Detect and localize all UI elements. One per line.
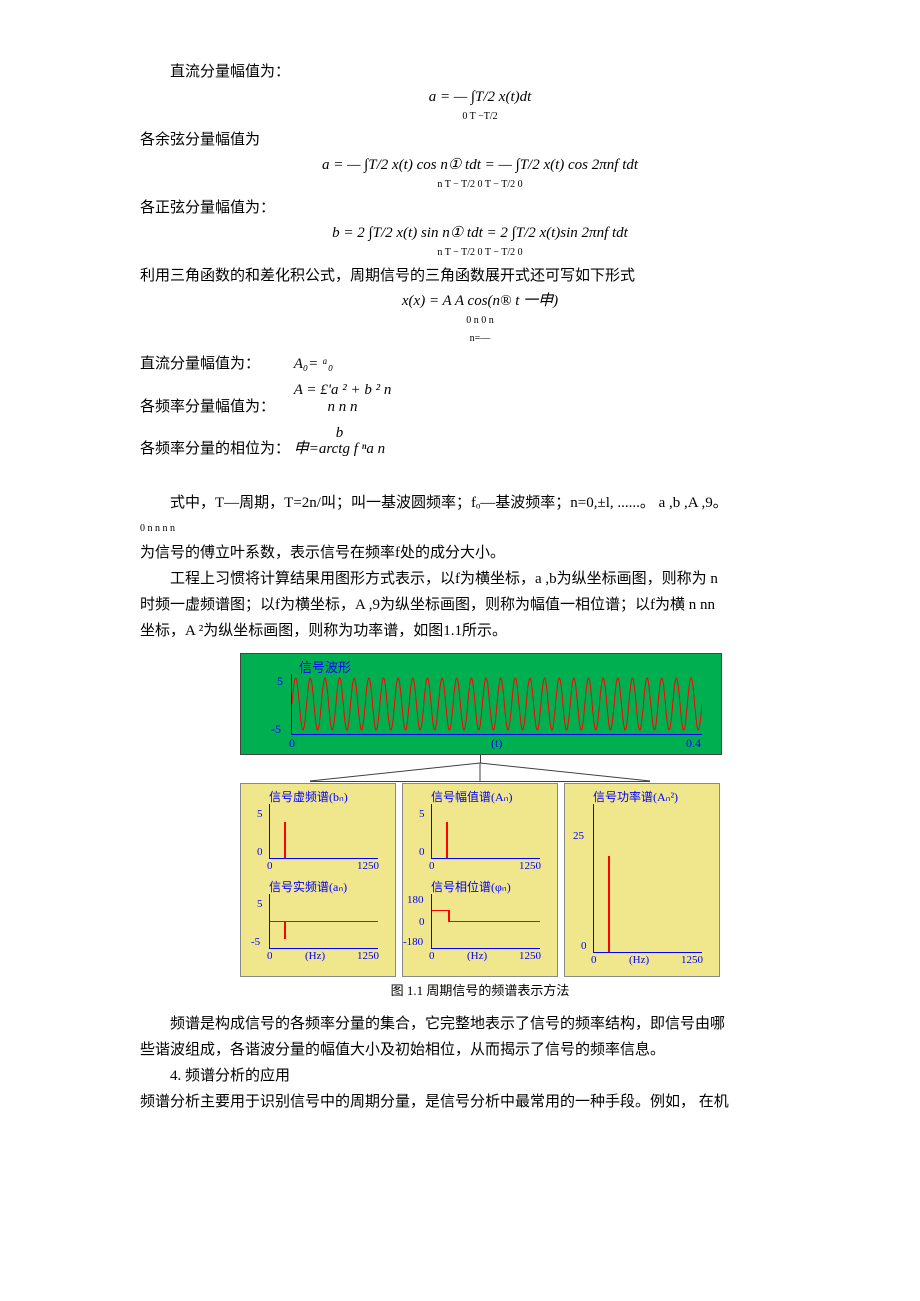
formula-an-line2: n T − T/2 0 T − T/2 0 [437,179,522,190]
text-p1: 直流分量幅值为： [140,60,820,84]
text-p3: 各正弦分量幅值为： [140,196,820,220]
chart-bn-x1: 1250 [357,858,379,876]
text-p10: 频谱是构成信号的各频率分量的集合，它完整地表示了信号的频率结构，即信号由哪 [140,1012,820,1036]
text-p2: 各余弦分量幅值为 [140,128,820,152]
chart-an-x1: 1250 [357,948,379,966]
top-chart-x0: 0 [289,734,295,753]
bottom-panels: 信号虚频谱(bₙ) 5 0 0 1250 信号实频谱(aₙ) 5 -5 0 (H… [240,783,720,977]
label-An: 各频率分量幅值为： [140,395,290,419]
formula-An-line2: n n n [328,399,358,415]
chart-an-xu: (Hz) [305,948,325,966]
chart-A2-x0: 0 [591,952,597,970]
formula-bn-line1: b = 2 ∫T/2 x(t) sin n① tdt = 2 ∫T/2 x(t)… [332,225,628,241]
chart-bn: 信号虚频谱(bₙ) 5 0 0 1250 [245,788,385,874]
formula-xx-line2: 0 n 0 n [466,315,494,326]
formula-an-line1: a = — ∫T/2 x(t) cos n① tdt = — ∫T/2 x(t)… [322,157,638,173]
chart-an-x0: 0 [267,948,273,966]
chart-an-y5: 5 [257,896,263,914]
top-chart-x04: 0.4 [686,734,701,753]
chart-an: 信号实频谱(aₙ) 5 -5 0 (Hz) 1250 [245,878,385,964]
top-chart-y5: 5 [277,672,283,691]
document-page: 直流分量幅值为： a = — ∫T/2 x(t)dt 0 T −T/2 各余弦分… [0,0,920,1156]
formula-xx-line1: x(x) = A A cos(n® t 一申) [402,293,558,309]
chart-phi-yn180: -180 [403,934,423,952]
chart-phi-step1 [432,910,448,911]
formula-phi-block: 各频率分量的相位为： b 申=arctg f ⁿa n [140,425,820,462]
chart-Acap-stem [446,822,448,858]
chart-Acap-y0: 0 [419,844,425,862]
chart-an-axes [269,894,378,949]
formula-bn: b = 2 ∫T/2 x(t) sin n① tdt = 2 ∫T/2 x(t)… [140,224,820,260]
chart-bn-axes [269,804,378,859]
text-p7: 工程上习惯将计算结果用图形方式表示，以f为横坐标，a ,b为纵坐标画图，则称为 … [140,567,820,591]
top-chart-plot [291,674,702,735]
formula-bn-line2: n T − T/2 0 T − T/2 0 [437,247,522,258]
formula-An-line1: A = £'a ² + b ² n [294,382,392,398]
chart-phi-y0: 0 [419,914,425,932]
chart-an-zero [270,921,378,922]
text-p8: 时频一虚频谱图；以f为横坐标，A ,9为纵坐标画图，则称为幅值一相位谱；以f为横… [140,593,820,617]
diverge-lines [240,755,720,783]
panel-col-2: 信号幅值谱(Aₙ) 5 0 0 1250 信号相位谱(φₙ) 180 0 -18… [402,783,558,977]
formula-a0-line1: a = — ∫T/2 x(t)dt [429,89,532,105]
label-phi: 各频率分量的相位为： [140,437,290,461]
top-chart-xlabel: (t) [491,734,502,753]
chart-A2-y0: 0 [581,938,587,956]
label-A0: 直流分量幅值为： [140,352,290,376]
formula-A0-block: 直流分量幅值为： A₀= ᵃ₀ [140,352,820,376]
figure-1-1: 信号波形 5 -5 0 (t) 0.4 信号虚频谱(bₙ) 5 0 [240,653,720,1002]
diverge-svg [240,755,720,783]
formula-An-block: 各频率分量幅值为： A = £'a ² + b ² n n n n [140,382,820,419]
chart-A2-stem [608,856,610,952]
chart-phi-axes [431,894,540,949]
formula-an: a = — ∫T/2 x(t) cos n① tdt = — ∫T/2 x(t)… [140,156,820,192]
chart-phi-x0: 0 [429,948,435,966]
chart-bn-y0: 0 [257,844,263,862]
chart-phi-x1: 1250 [519,948,541,966]
formula-a0: a = — ∫T/2 x(t)dt 0 T −T/2 [140,88,820,124]
top-chart: 信号波形 5 -5 0 (t) 0.4 [240,653,722,755]
text-p13: 频谱分析主要用于识别信号中的周期分量，是信号分析中最常用的一种手段。例如， 在机 [140,1090,820,1114]
formula-phi-line1: 申=arctg f ⁿa n [294,441,385,457]
chart-Acap-y5: 5 [419,806,425,824]
chart-phi: 信号相位谱(φₙ) 180 0 -180 0 (Hz) 1250 [407,878,547,964]
chart-bn-x0: 0 [267,858,273,876]
chart-Acap: 信号幅值谱(Aₙ) 5 0 0 1250 [407,788,547,874]
formula-a0-line2: 0 T −T/2 [462,111,497,122]
formula-xx: x(x) = A A cos(n® t 一申) 0 n 0 n n=— [140,292,820,346]
chart-phi-xu: (Hz) [467,948,487,966]
chart-A2-y25: 25 [573,828,584,846]
chart-A2: 信号功率谱(Aₙ²) 25 0 0 (Hz) 1250 [569,788,709,968]
chart-phi-y180: 180 [407,892,424,910]
text-p12: 4. 频谱分析的应用 [140,1064,820,1088]
top-chart-yn5: -5 [271,720,281,739]
chart-Acap-axes [431,804,540,859]
figure-caption: 图 1.1 周期信号的频谱表示方法 [240,981,720,1002]
chart-an-yn5: -5 [251,934,260,952]
chart-an-stem [284,921,286,939]
chart-A2-xu: (Hz) [629,952,649,970]
text-p6: 为信号的傅立叶系数，表示信号在频率f处的成分大小。 [140,541,820,565]
formula-phi-pre: b [336,425,344,441]
waveform [292,674,702,734]
chart-bn-stem [284,822,286,858]
chart-A2-axes [593,804,702,953]
chart-Acap-x1: 1250 [519,858,541,876]
chart-phi-drop [448,910,450,921]
formula-xx-line3: n=— [470,333,491,344]
panel-col-1: 信号虚频谱(bₙ) 5 0 0 1250 信号实频谱(aₙ) 5 -5 0 (H… [240,783,396,977]
chart-bn-y5: 5 [257,806,263,824]
text-p9: 坐标，A ²为纵坐标画图，则称为功率谱，如图1.1所示。 [140,619,820,643]
chart-phi-step2 [448,921,540,922]
text-p5: 式中，T—周期，T=2n/叫；叫一基波圆频率；fₒ—基波频率；n=0,±l, .… [140,491,820,539]
text-p11: 些谐波组成，各谐波分量的幅值大小及初始相位，从而揭示了信号的频率信息。 [140,1038,820,1062]
chart-Acap-x0: 0 [429,858,435,876]
chart-A2-x1: 1250 [681,952,703,970]
panel-col-3: 信号功率谱(Aₙ²) 25 0 0 (Hz) 1250 [564,783,720,977]
formula-A0: A₀= ᵃ₀ [294,356,333,372]
text-p4: 利用三角函数的和差化积公式，周期信号的三角函数展开式还可写如下形式 [140,264,820,288]
